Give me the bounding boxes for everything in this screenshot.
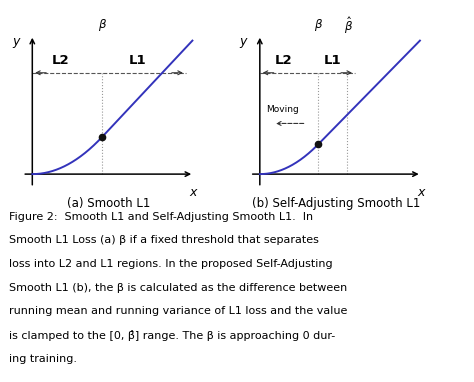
Text: $x$: $x$ [189, 186, 199, 199]
Text: running mean and running variance of L1 loss and the value: running mean and running variance of L1 … [9, 306, 348, 316]
Text: Smooth L1 Loss (a) β if a fixed threshold that separates: Smooth L1 Loss (a) β if a fixed threshol… [9, 235, 319, 245]
Text: L1: L1 [324, 55, 341, 68]
Text: loss into L2 and L1 regions. In the proposed Self-Adjusting: loss into L2 and L1 regions. In the prop… [9, 259, 333, 269]
Text: Smooth L1 (b), the β is calculated as the difference between: Smooth L1 (b), the β is calculated as th… [9, 283, 348, 293]
Text: L2: L2 [52, 55, 70, 68]
Text: $\beta$: $\beta$ [314, 18, 323, 34]
Text: is clamped to the [0, β̂] range. The β is approaching 0 dur-: is clamped to the [0, β̂] range. The β i… [9, 330, 336, 341]
Text: $x$: $x$ [417, 186, 427, 199]
Text: L1: L1 [128, 55, 146, 68]
Text: $\beta$: $\beta$ [98, 18, 107, 34]
Text: (b) Self-Adjusting Smooth L1: (b) Self-Adjusting Smooth L1 [252, 197, 421, 210]
Text: ing training.: ing training. [9, 354, 77, 364]
Text: Moving: Moving [266, 105, 299, 115]
Text: $y$: $y$ [239, 36, 249, 50]
Text: (a) Smooth L1: (a) Smooth L1 [67, 197, 151, 210]
Text: $\hat{\beta}$: $\hat{\beta}$ [344, 15, 353, 36]
Text: L2: L2 [274, 55, 292, 68]
Text: Figure 2:  Smooth L1 and Self-Adjusting Smooth L1.  In: Figure 2: Smooth L1 and Self-Adjusting S… [9, 212, 314, 222]
Text: $y$: $y$ [12, 36, 21, 50]
